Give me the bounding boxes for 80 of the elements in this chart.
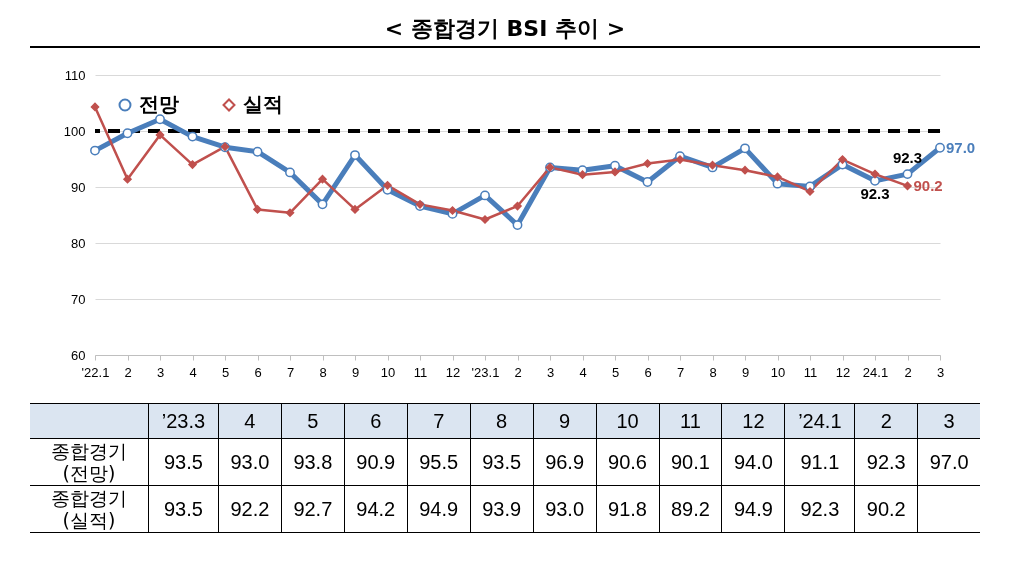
text: 90.1 <box>659 438 722 486</box>
text: ’23.3 <box>148 403 219 439</box>
text: 94.9 <box>721 485 785 533</box>
y-tick-label: 100 <box>63 123 86 139</box>
text: 92.3 <box>854 438 918 486</box>
text: 93.5 <box>470 438 534 486</box>
x-tick-label: 24.1 <box>862 364 889 380</box>
text: 97.0 <box>917 438 980 486</box>
text: 6 <box>344 403 408 439</box>
legend-label: 실적 <box>243 93 283 115</box>
x-tick-label: 12 <box>445 364 461 380</box>
text: 94.2 <box>344 485 408 533</box>
legend-label: 전망 <box>139 93 179 115</box>
text: 93.9 <box>470 485 534 533</box>
text: 12 <box>721 403 785 439</box>
data-label: 90.2 <box>913 176 943 194</box>
x-tick-label: 12 <box>835 364 851 380</box>
text: 종합경기 (전망) <box>30 438 149 486</box>
text: 90.2 <box>854 485 918 533</box>
text: 8 <box>470 403 534 439</box>
x-tick-label: 2 <box>514 364 522 380</box>
x-tick-label: 8 <box>319 364 327 380</box>
text: 92.7 <box>281 485 345 533</box>
text: 7 <box>407 403 471 439</box>
y-tick-label: 90 <box>71 179 86 195</box>
x-tick-label: 5 <box>221 364 230 380</box>
text: 2 <box>854 403 918 439</box>
text: 10 <box>596 403 659 439</box>
x-tick-label: 4 <box>579 364 587 380</box>
x-tick-label: 2 <box>124 364 132 380</box>
text: 93.5 <box>148 485 219 533</box>
x-tick-label: 5 <box>611 364 620 380</box>
text: 93.8 <box>281 438 345 486</box>
x-tick-label: 3 <box>936 364 945 380</box>
text: 4 <box>218 403 282 439</box>
text: 89.2 <box>659 485 722 533</box>
text: 93.5 <box>148 438 219 486</box>
text: 92.3 <box>784 485 855 533</box>
text: 11 <box>659 403 722 439</box>
text: 92.2 <box>218 485 282 533</box>
text: 90.6 <box>596 438 659 486</box>
y-tick-label: 110 <box>64 67 86 83</box>
x-tick-label: 9 <box>741 364 750 380</box>
x-tick-label: 4 <box>189 364 197 380</box>
data-label: 92.3 <box>860 185 890 203</box>
text: ’24.1 <box>784 403 855 439</box>
y-tick-label: 80 <box>71 235 86 251</box>
x-tick-label: 6 <box>254 364 262 380</box>
text: 96.9 <box>533 438 597 486</box>
data-label: 97.0 <box>946 138 976 156</box>
x-tick-label: 11 <box>413 364 428 380</box>
x-tick-label: '23.1 <box>471 364 500 380</box>
y-tick-label: 60 <box>71 347 86 363</box>
text: 91.1 <box>784 438 855 486</box>
y-tick-label: 70 <box>71 291 86 307</box>
chart-title: < 종합경기 BSI 추이 > <box>30 14 980 48</box>
text: 종합경기 (실적) <box>30 485 149 533</box>
x-tick-label: 6 <box>644 364 652 380</box>
x-tick-label: 2 <box>904 364 912 380</box>
x-tick-label: 7 <box>676 364 685 380</box>
x-tick-label: 11 <box>803 364 818 380</box>
x-tick-label: 10 <box>770 364 786 380</box>
text: 9 <box>533 403 597 439</box>
x-tick-label: 7 <box>286 364 295 380</box>
text: 5 <box>281 403 345 439</box>
x-tick-label: 10 <box>380 364 396 380</box>
x-tick-label: '22.1 <box>81 364 110 380</box>
text: 93.0 <box>218 438 282 486</box>
text: 91.8 <box>596 485 659 533</box>
text: 90.9 <box>344 438 408 486</box>
x-tick-label: 3 <box>546 364 555 380</box>
text: 95.5 <box>407 438 471 486</box>
x-tick-label: 3 <box>156 364 165 380</box>
text: 94.0 <box>721 438 785 486</box>
text: 3 <box>917 403 980 439</box>
data-label: 92.3 <box>892 149 923 167</box>
x-tick-label: 8 <box>709 364 717 380</box>
text: 93.0 <box>533 485 597 533</box>
x-tick-label: 9 <box>351 364 360 380</box>
text: 94.9 <box>407 485 471 533</box>
